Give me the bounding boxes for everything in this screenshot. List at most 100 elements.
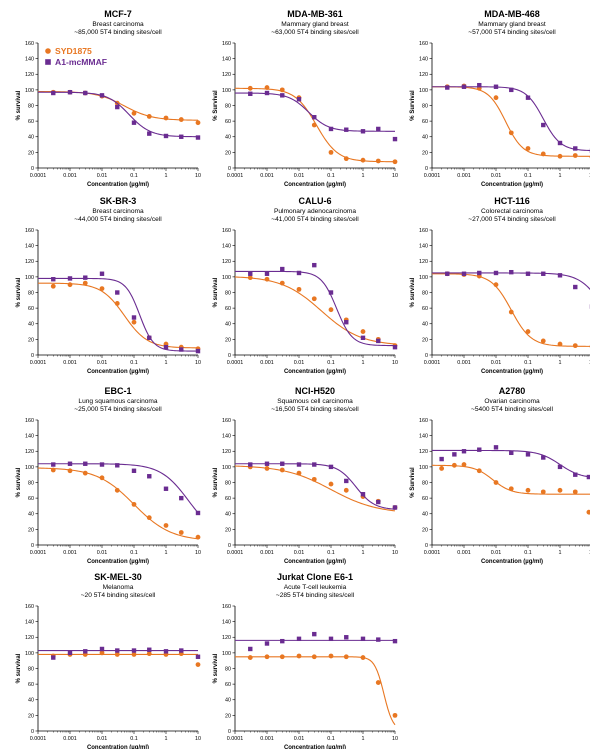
data-point-a1-mcmmaf: [131, 315, 137, 320]
y-tick-label: 40: [225, 135, 231, 141]
fit-curve-syd1875: [431, 86, 590, 157]
data-point-syd1875: [525, 146, 531, 151]
y-tick-label: 80: [225, 480, 231, 486]
y-tick-label: 100: [419, 88, 428, 94]
x-tick-label: 1: [362, 360, 365, 366]
data-point-a1-mcmmaf: [280, 93, 285, 98]
chart-subtitle: Ovarian carcinoma: [484, 398, 540, 405]
data-point-syd1875: [296, 470, 302, 476]
x-tick-label: 0.01: [97, 550, 108, 556]
legend-label: SYD1875: [55, 46, 92, 56]
y-tick-label: 140: [419, 57, 428, 63]
data-point-syd1875: [493, 480, 499, 485]
x-tick-label: 0.1: [327, 736, 335, 742]
data-point-syd1875: [572, 343, 578, 349]
data-point-syd1875: [264, 654, 270, 660]
y-tick-label: 120: [25, 449, 34, 455]
data-point-a1-mcmmaf: [115, 104, 120, 110]
fit-curve-a1-mcmmaf: [38, 91, 199, 138]
data-point-a1-mcmmaf: [67, 461, 73, 466]
data-point-a1-mcmmaf: [376, 499, 381, 505]
data-point-a1-mcmmaf: [477, 82, 482, 88]
data-point-a1-mcmmaf: [557, 273, 563, 278]
data-point-a1-mcmmaf: [99, 93, 105, 98]
y-tick-label: 20: [225, 527, 231, 533]
data-point-syd1875: [114, 301, 120, 306]
data-point-syd1875: [461, 462, 467, 467]
x-tick-label: 10: [392, 550, 398, 556]
data-point-a1-mcmmaf: [360, 335, 366, 341]
binding-sites-label: ~25,000 5T4 binding sites/cell: [74, 406, 162, 413]
data-point-syd1875: [328, 149, 334, 155]
y-tick-label: 100: [25, 465, 34, 471]
y-tick-label: 20: [225, 150, 231, 156]
data-point-a1-mcmmaf: [525, 452, 531, 457]
fit-curve-syd1875: [235, 656, 396, 726]
data-point-a1-mcmmaf: [51, 462, 56, 467]
data-point-a1-mcmmaf: [493, 445, 499, 450]
x-axis-label: Concentration (µg/ml): [284, 745, 346, 749]
chart-subtitle: Melanoma: [103, 584, 134, 591]
data-point-syd1875: [114, 652, 120, 657]
chart-title: SK-MEL-30: [94, 572, 142, 582]
data-point-a1-mcmmaf: [477, 270, 482, 276]
data-point-a1-mcmmaf: [147, 647, 152, 652]
x-tick-label: 0.001: [260, 173, 274, 179]
data-point-syd1875: [82, 280, 88, 286]
x-axis-label: Concentration (µg/ml): [284, 182, 346, 188]
data-point-a1-mcmmaf: [195, 654, 201, 659]
x-tick-label: 0.001: [63, 550, 77, 556]
y-tick-label: 140: [25, 57, 34, 63]
chart-subtitle: Lung squamous carcinoma: [78, 398, 158, 405]
data-point-a1-mcmmaf: [195, 135, 201, 140]
y-tick-label: 60: [28, 682, 34, 688]
x-tick-label: 0.0001: [30, 550, 47, 556]
data-point-syd1875: [311, 122, 317, 128]
x-tick-label: 0.001: [260, 550, 274, 556]
y-tick-label: 160: [419, 41, 428, 47]
x-tick-label: 1: [362, 173, 365, 179]
y-tick-label: 100: [419, 465, 428, 471]
y-tick-label: 160: [222, 228, 231, 234]
data-point-syd1875: [247, 275, 253, 281]
data-point-syd1875: [508, 309, 514, 315]
y-tick-label: 0: [425, 166, 428, 172]
y-tick-label: 120: [25, 72, 34, 78]
y-tick-label: 0: [228, 166, 231, 172]
data-point-a1-mcmmaf: [163, 133, 169, 139]
y-tick-label: 160: [222, 418, 231, 424]
data-point-a1-mcmmaf: [163, 649, 169, 654]
data-point-a1-mcmmaf: [115, 290, 120, 295]
y-tick-label: 60: [28, 496, 34, 502]
data-point-syd1875: [163, 115, 169, 121]
data-point-syd1875: [178, 530, 184, 535]
y-tick-label: 40: [422, 322, 428, 328]
chart-title: CALU-6: [299, 196, 332, 206]
x-tick-label: 1: [559, 360, 562, 366]
data-point-syd1875: [586, 509, 590, 515]
x-tick-label: 10: [392, 736, 398, 742]
data-point-a1-mcmmaf: [67, 90, 73, 95]
data-point-syd1875: [131, 501, 137, 507]
y-tick-label: 100: [25, 275, 34, 281]
data-point-syd1875: [439, 466, 445, 471]
data-point-a1-mcmmaf: [461, 84, 467, 89]
chart-title: MDA-MB-468: [484, 9, 540, 19]
data-point-syd1875: [311, 476, 317, 482]
data-point-syd1875: [67, 468, 73, 474]
data-point-syd1875: [163, 523, 169, 528]
y-tick-label: 100: [222, 465, 231, 471]
data-point-a1-mcmmaf: [376, 338, 381, 344]
data-point-a1-mcmmaf: [83, 461, 88, 466]
y-tick-label: 20: [225, 337, 231, 343]
data-point-a1-mcmmaf: [541, 455, 546, 460]
x-tick-label: 0.001: [63, 736, 77, 742]
fit-curve-syd1875: [37, 467, 199, 540]
data-point-a1-mcmmaf: [264, 461, 270, 466]
fit-curve-a1-mcmmaf: [38, 277, 199, 352]
data-point-syd1875: [247, 655, 253, 660]
y-tick-label: 140: [222, 620, 231, 626]
y-tick-label: 20: [28, 527, 34, 533]
data-point-syd1875: [360, 157, 366, 163]
